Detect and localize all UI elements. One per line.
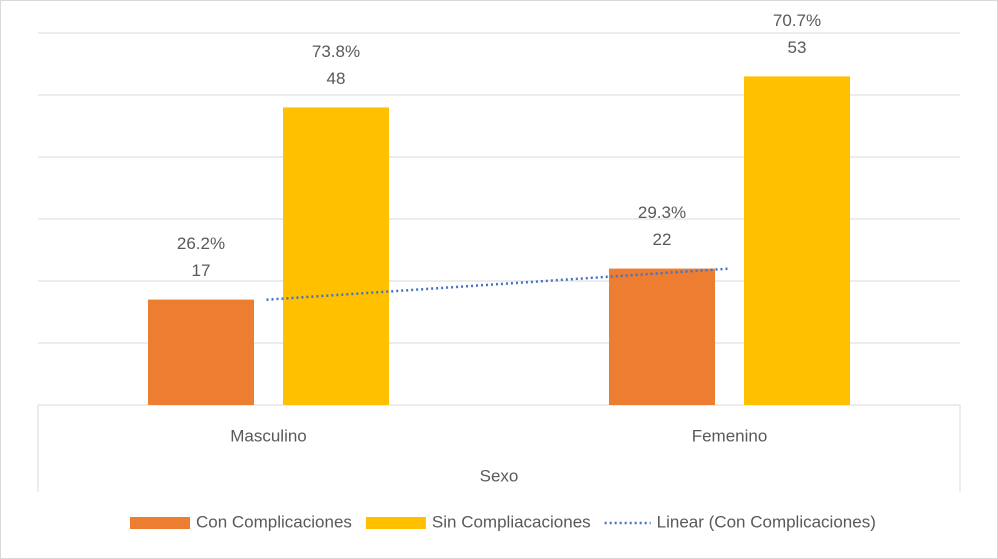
- x-tick-label: Masculino: [230, 426, 307, 445]
- bar: [148, 299, 254, 405]
- x-tick-label: Femenino: [692, 426, 768, 445]
- legend-label: Con Complicaciones: [196, 512, 352, 531]
- percent-label: 26.2%: [177, 234, 225, 253]
- legend-swatch: [130, 517, 190, 529]
- data-label: 48: [327, 69, 346, 88]
- legend-swatch: [365, 517, 426, 529]
- data-label: 22: [653, 230, 672, 249]
- data-label: 53: [788, 38, 807, 57]
- data-label: 17: [192, 261, 211, 280]
- trendline: [266, 267, 730, 301]
- legend-label: Linear (Con Complicaciones): [657, 512, 876, 531]
- bar: [609, 268, 715, 405]
- percent-label: 29.3%: [638, 203, 686, 222]
- x-axis-label: Sexo: [480, 466, 519, 485]
- percent-label: 70.7%: [773, 11, 821, 30]
- percent-label: 73.8%: [312, 42, 360, 61]
- bar: [283, 107, 389, 406]
- legend-label: Sin Compliacaciones: [432, 512, 591, 531]
- bar: [744, 76, 850, 406]
